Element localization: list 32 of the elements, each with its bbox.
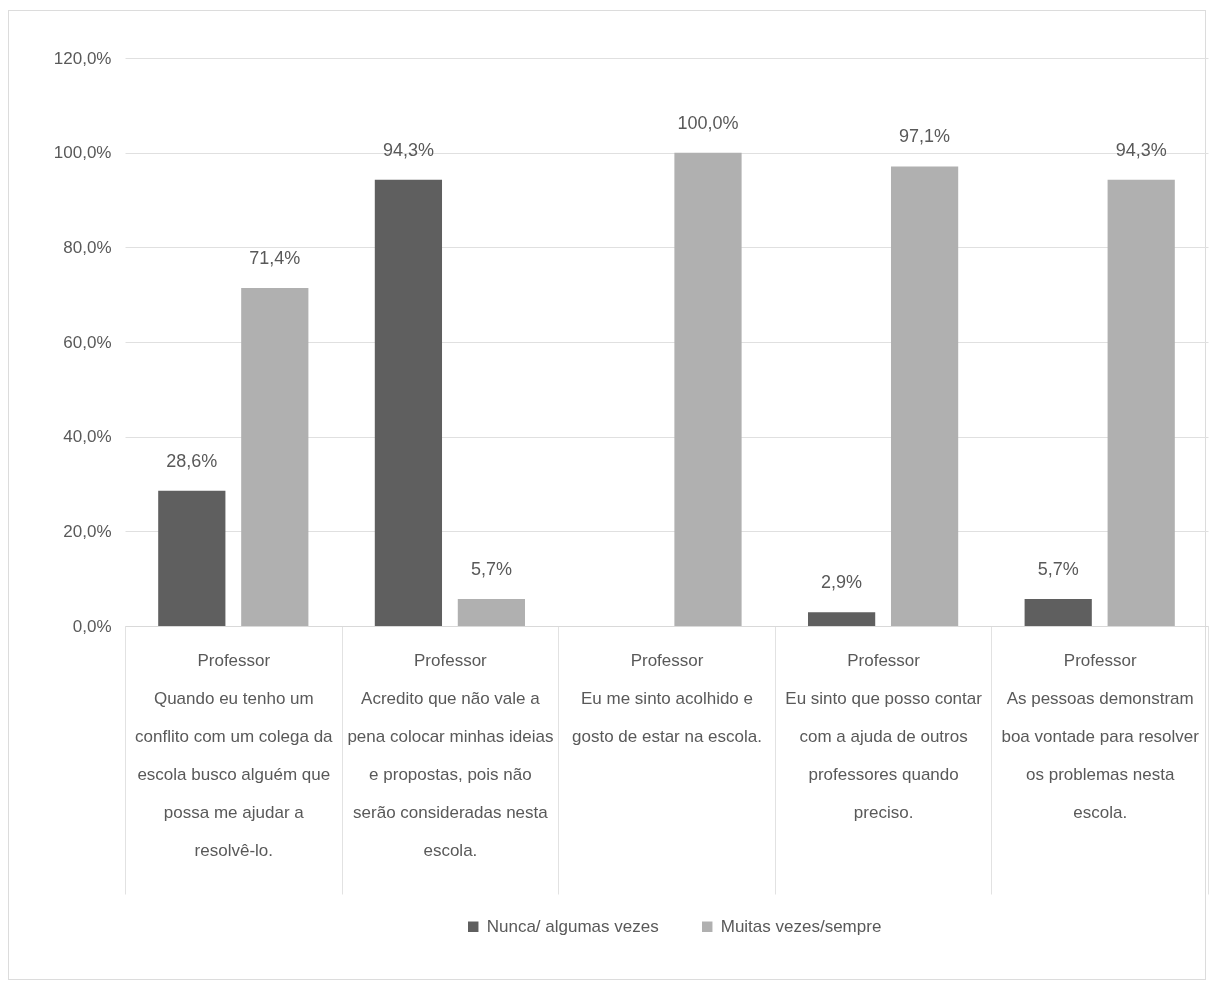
- y-tick-label: 20,0%: [63, 521, 112, 541]
- data-label: 2,9%: [821, 572, 863, 593]
- data-label: 5,7%: [1037, 559, 1079, 580]
- x-tick-label: Professor Quando eu tenho um conflito com um colega da escola busco alguém que possa me ajudar a resolvê-lo.: [135, 650, 334, 860]
- y-tick-label: 80,0%: [63, 237, 112, 257]
- y-tick-label: 40,0%: [63, 427, 112, 447]
- bar: [158, 490, 226, 626]
- bar: [1107, 179, 1175, 626]
- data-label: 5,7%: [470, 559, 512, 580]
- data-label: 94,3%: [1115, 139, 1167, 160]
- bar: [674, 152, 742, 626]
- bar: [241, 288, 309, 626]
- legend-label: Muitas vezes/sempre: [720, 916, 882, 936]
- y-tick-label: 60,0%: [63, 332, 112, 352]
- y-tick-label: 120,0%: [53, 48, 112, 68]
- data-label: 94,3%: [382, 139, 434, 160]
- data-label: 97,1%: [899, 126, 951, 147]
- data-label: 28,6%: [166, 450, 218, 471]
- y-tick-label: 0,0%: [72, 616, 112, 636]
- x-tick-label: Professor Eu me sinto acolhido e gosto de estar na escola.: [572, 650, 762, 746]
- bar: [374, 179, 443, 626]
- bar: [1024, 599, 1092, 626]
- legend-label: Nunca/ algumas vezes: [486, 916, 659, 936]
- x-tick-label: Professor As pessoas demonstram boa vontade para resolver os problemas nesta escola.: [1001, 650, 1200, 822]
- bar: [457, 599, 525, 626]
- data-label: 71,4%: [249, 248, 301, 269]
- y-tick-label: 100,0%: [53, 143, 112, 163]
- bar: [808, 612, 876, 626]
- data-label: 100,0%: [677, 112, 739, 133]
- x-tick-label: Professor Eu sinto que posso contar com a ajuda de outros professores quando preciso.: [785, 650, 983, 822]
- x-tick-label: Professor Acredito que não vale a pena colocar minhas ideias e propostas, pois não serão consideradas nesta escola.: [347, 650, 554, 860]
- bar: [890, 166, 959, 626]
